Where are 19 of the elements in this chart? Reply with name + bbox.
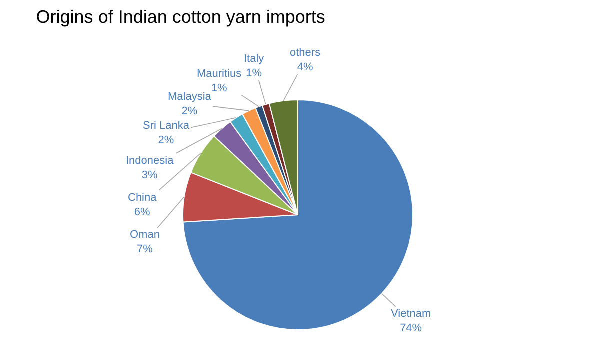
data-label: 1% bbox=[246, 67, 262, 80]
chart-title: Origins of Indian cotton yarn imports bbox=[36, 6, 326, 27]
data-label: 2% bbox=[158, 134, 174, 146]
slice-label: Malaysia bbox=[168, 91, 212, 103]
slice-label: Indonesia bbox=[126, 155, 175, 167]
slice-label: Mauritius bbox=[197, 68, 242, 80]
slice-label: Vietnam bbox=[391, 308, 432, 320]
data-label: 2% bbox=[182, 105, 198, 118]
data-label: 6% bbox=[134, 206, 151, 218]
slice-label: China bbox=[128, 192, 158, 204]
data-label: 7% bbox=[137, 243, 154, 256]
slice-label: Italy bbox=[244, 53, 265, 65]
slice-label: Oman bbox=[130, 229, 160, 241]
data-label: 4% bbox=[297, 61, 314, 74]
data-label: 3% bbox=[142, 169, 158, 182]
data-label: 74% bbox=[400, 322, 422, 334]
slice-label: others bbox=[290, 47, 322, 59]
slice-label: Sri Lanka bbox=[143, 120, 190, 132]
data-label: 1% bbox=[211, 82, 228, 94]
